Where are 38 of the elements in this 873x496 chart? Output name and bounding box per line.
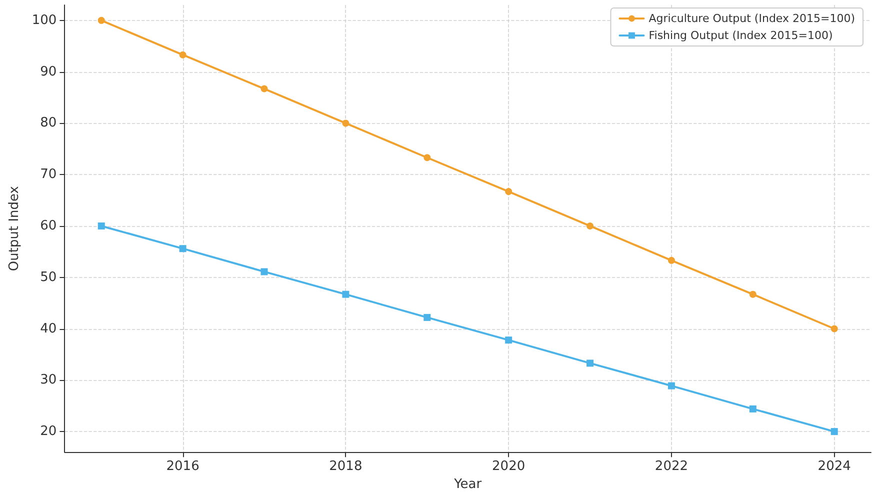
point — [749, 405, 756, 412]
point — [260, 85, 268, 92]
point — [179, 51, 186, 58]
y-tick-label: 40 — [40, 321, 57, 336]
point — [179, 245, 186, 252]
x-tick-label: 2024 — [818, 459, 851, 474]
point — [260, 268, 268, 276]
point — [830, 428, 838, 436]
y-tick-label: 20 — [40, 424, 57, 440]
x-axis-title: Year — [453, 477, 482, 492]
y-tick-label: 70 — [40, 167, 57, 182]
point — [505, 188, 512, 196]
point — [98, 16, 105, 24]
y-axis-title: Output Index — [7, 186, 22, 272]
y-tick-label: 80 — [40, 116, 57, 131]
point — [586, 360, 594, 367]
point — [749, 290, 756, 298]
y-tick-label: 50 — [40, 270, 57, 285]
point — [342, 120, 350, 127]
x-tick-label: 2022 — [654, 459, 688, 474]
y-tick-label: 30 — [40, 372, 57, 388]
y-tick-label: 60 — [40, 218, 57, 234]
point — [830, 325, 838, 332]
point — [424, 314, 431, 321]
x-tick-label: 2018 — [329, 459, 362, 474]
legend-label: Agriculture Output (Index 2015=100) — [648, 12, 856, 25]
point — [424, 154, 431, 162]
point — [505, 336, 512, 344]
point — [668, 382, 675, 390]
point — [668, 256, 675, 264]
y-tick-label: 100 — [32, 12, 57, 28]
x-tick-label: 2020 — [492, 459, 526, 474]
point — [98, 222, 105, 230]
y-tick-label: 90 — [40, 64, 57, 80]
point — [586, 222, 594, 230]
legend-label: Fishing Output (Index 2015=100) — [648, 29, 833, 42]
point — [342, 290, 350, 298]
x-tick-label: 2016 — [166, 459, 200, 474]
